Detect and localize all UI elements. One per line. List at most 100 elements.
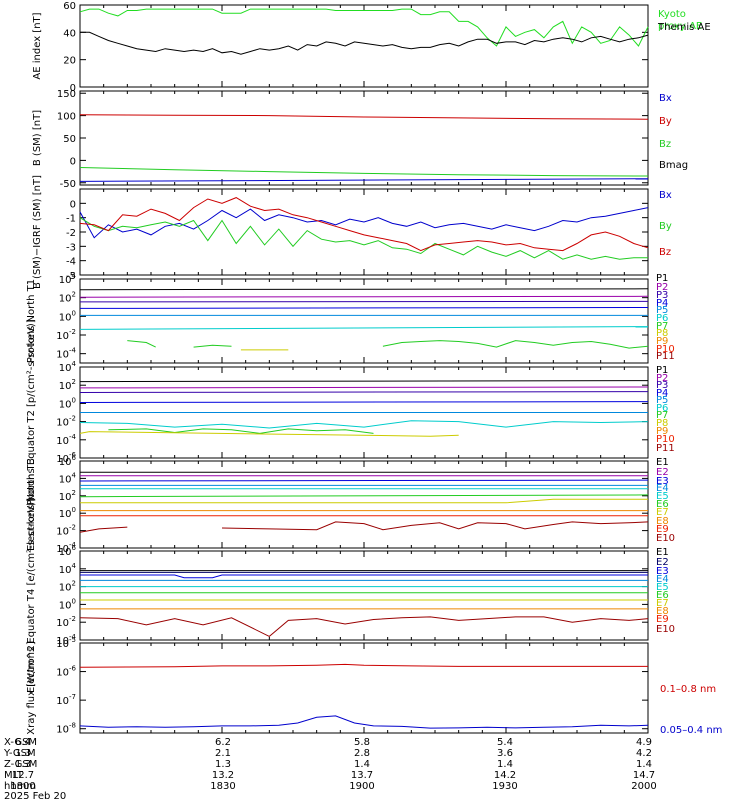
series-line-e6 [79,494,649,498]
legend-entry: By [659,221,672,232]
footer-row-label: X-GSM [4,737,37,748]
y-tick-label: 0 [70,156,76,167]
series-line-p6 [79,326,649,330]
legend-entry: P11 [656,351,675,362]
footer-row-label: MLT [4,770,24,781]
legend-entry: P11 [656,443,675,454]
footer-value: 5.8 [354,737,370,748]
y-tick-label: 10-4 [56,433,76,447]
series-line-p2 [79,295,649,298]
legend-entry: P8 [656,418,668,429]
legend-entry: P3 [656,290,668,301]
legend-entry: P3 [656,380,668,391]
footer-value: 1930 [492,781,517,792]
legend-entry: P9 [656,336,668,347]
legend-entry: P7 [656,321,668,332]
series-line-bz [79,197,649,252]
y-tick-label: 60 [63,1,76,12]
series-line-p7 [108,428,374,434]
series-line-p4 [79,401,649,403]
legend-entry: E10 [656,533,675,544]
y-tick-label: 10-5 [56,636,76,650]
legend-entry: Bz [659,247,671,258]
footer-row-label: hhmm [4,781,36,792]
y-tick-label: 10-4 [56,541,76,555]
y-tick-label: 10-8 [56,722,76,736]
legend-entry: E5 [656,582,669,593]
footer-value: 6.2 [215,737,231,748]
series-line-bx [79,207,649,239]
legend-entry: 0.05–0.4 nm [660,725,722,736]
y-tick-label: 10-4 [56,347,76,361]
y-axis-label: Electrons Equator T4 [e/(cm²-s-sr-keV)] [26,498,37,693]
plot-frame [79,4,649,88]
y-tick-label: 50 [63,134,76,145]
y-tick-label: 104 [59,562,77,576]
footer-value: 1800 [10,781,35,792]
legend-entry: 0.1–0.8 nm [660,684,716,695]
footer-row-label: Z-GSM [4,759,37,770]
legend-entry: E7 [656,598,669,609]
footer-value: 12.7 [12,770,34,781]
series-line-p7 [382,340,649,349]
panel-5: Protons Equator T2 [p/(cm²-s-sr-keV)] P1P… [26,319,675,506]
legend-entry: E8 [656,516,669,527]
y-tick-label: 102 [59,489,76,503]
legend-entry: P2 [656,282,668,293]
y-tick-label: 104 [59,360,77,374]
series-line-bx [79,178,649,182]
y-tick-label: 10-2 [56,415,76,429]
y-tick-label: 100 [57,112,76,123]
legend-entry: E5 [656,491,669,502]
legend-entry: P6 [656,313,668,324]
y-axis-label: B (SM)−IGRF (SM) [nT] [32,175,43,289]
legend-entry: P1 [656,273,668,284]
panel-3: B (SM)−IGRF (SM) [nT] Bx By Bz [32,175,672,289]
footer-value: 13.2 [212,770,234,781]
series-line-e3 [80,574,648,579]
legend-entry: By [659,116,672,127]
legend-entry: E4 [656,574,669,585]
series-line-0-1-0-8-nm [79,663,648,668]
series-line-e10 [79,616,649,637]
y-tick-label: 20 [63,56,76,67]
series-line-p8 [79,431,459,437]
y-tick-label: 100 [59,396,76,410]
y-tick-label: 10-7 [56,693,76,707]
footer-value: 2000 [631,781,656,792]
y-tick-label: -5 [66,271,76,282]
y-tick-label: -1 [66,214,76,225]
plot-frame [79,278,649,364]
footer-date: 2025 Feb 20 [4,791,66,800]
y-axis-label: Protons North T1 [26,279,37,363]
series-line-e7 [80,498,648,504]
y-tick-label: 40 [63,28,76,39]
footer-value: 6.4 [15,737,31,748]
legend-entry: P4 [656,388,668,399]
series-line-kyoto-proxy-ae [79,8,649,47]
footer-row-label: Y-GSM [3,748,36,759]
legend-entry: E6 [656,590,669,601]
legend-entry: P5 [656,305,668,316]
legend-entry: P5 [656,395,668,406]
legend-entry: E9 [656,524,669,535]
y-tick-label: 10-2 [56,524,76,538]
legend-entry: P9 [656,426,668,437]
plot-frame [79,550,649,641]
series-line-p1 [79,380,649,383]
legend-entry: P6 [656,403,668,414]
y-tick-label: 10-2 [56,328,76,342]
series-line-p7 [127,340,156,348]
legend-entry: Bmag [659,160,688,171]
y-tick-label: 100 [59,309,76,323]
series-line-p3 [79,391,649,393]
y-tick-label: 106 [59,544,77,558]
footer-value: 1.3 [215,759,231,770]
legend-entry: E1 [656,547,669,558]
series-line-e10 [221,521,649,531]
y-tick-label: 10-6 [56,665,76,679]
legend-entry: E3 [656,476,669,487]
legend-entry: E10 [656,624,675,635]
